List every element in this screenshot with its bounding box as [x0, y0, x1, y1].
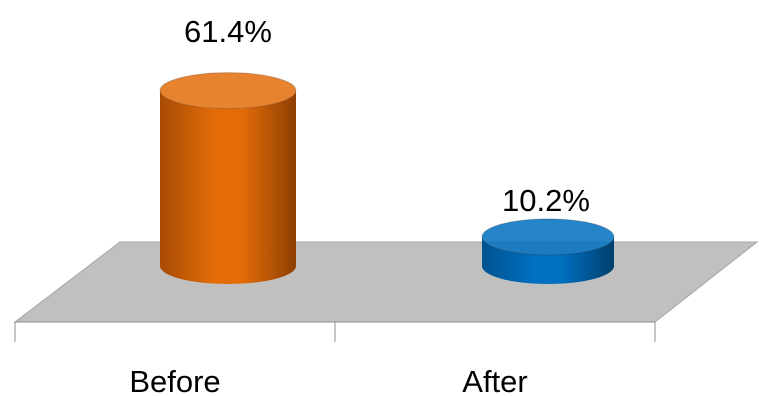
bar-top-rim: [159, 72, 297, 110]
bar-top-cap: [482, 218, 614, 255]
bar-after: [481, 218, 615, 284]
data-label-before: 61.4%: [184, 14, 272, 49]
bar-before: [159, 72, 297, 284]
x-tick-label-after: After: [462, 364, 527, 396]
bar-body: [160, 90, 296, 284]
bar-top-rim: [481, 218, 615, 256]
bar-top-cap: [160, 72, 296, 109]
chart-floor: [13, 241, 759, 323]
bar-body: [482, 236, 614, 284]
x-tick-label-before: Before: [129, 364, 220, 396]
bars-layer: [159, 72, 615, 284]
data-label-after: 10.2%: [502, 183, 590, 218]
